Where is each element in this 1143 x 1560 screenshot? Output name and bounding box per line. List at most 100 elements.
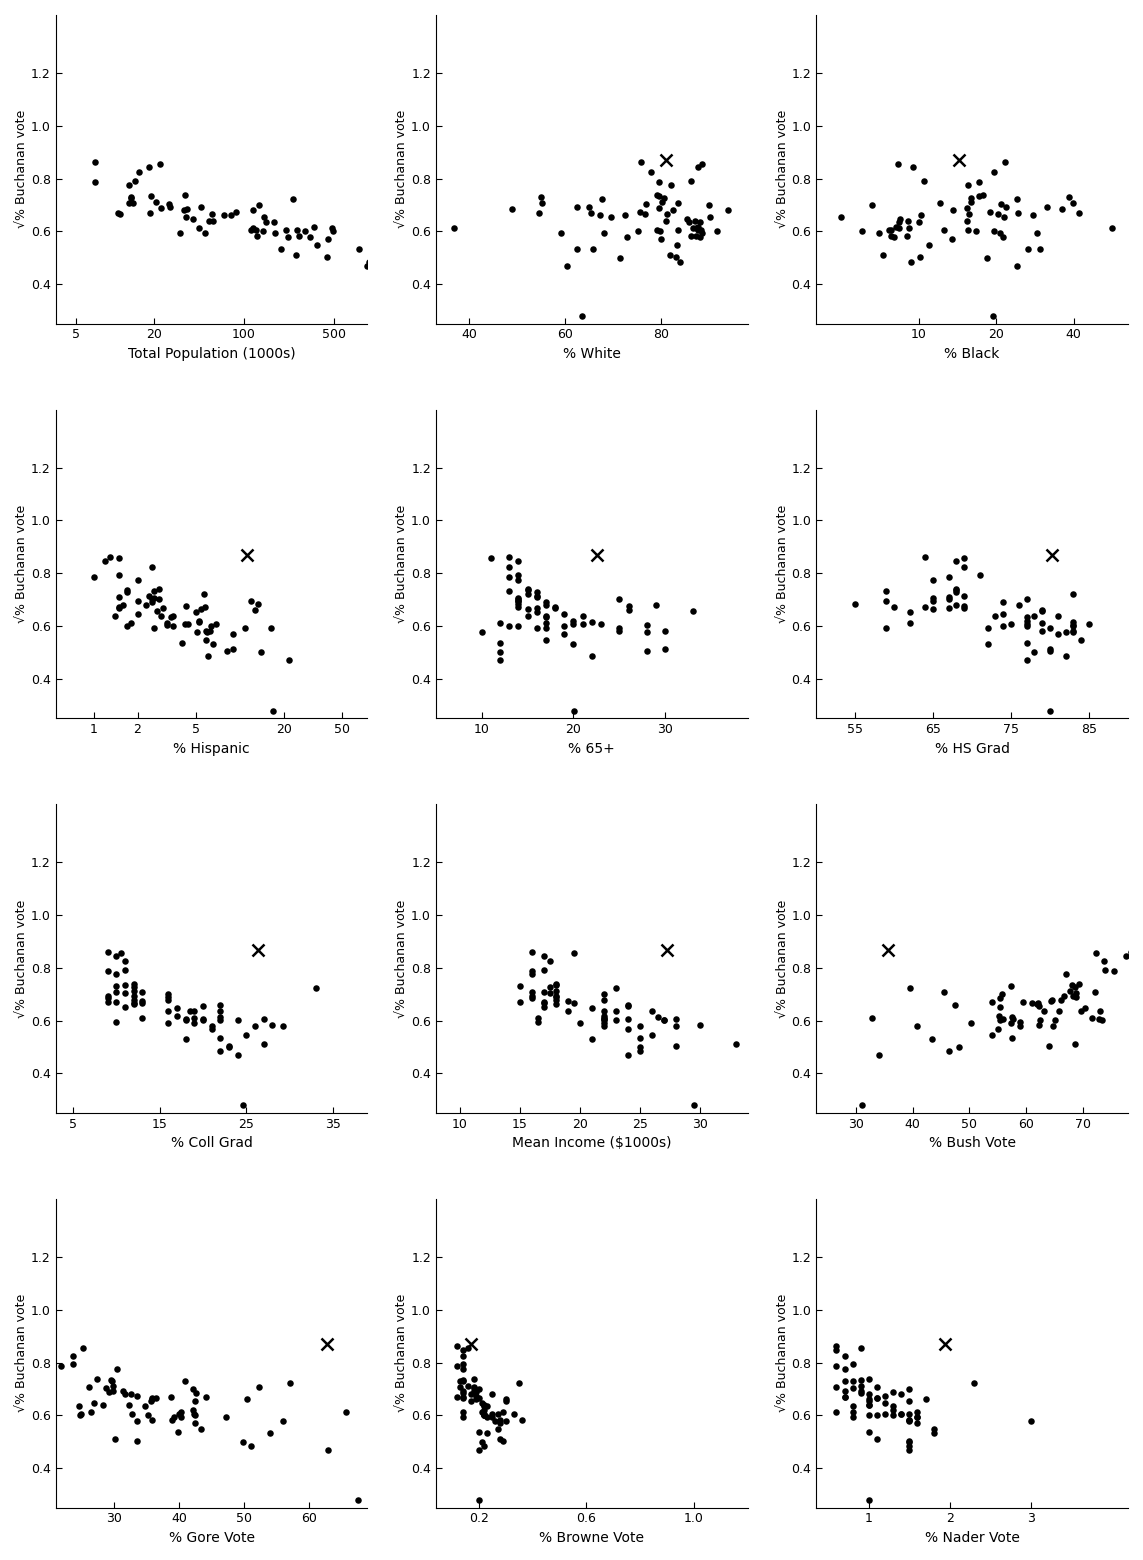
Point <box>102 1367 120 1392</box>
Point <box>946 992 965 1017</box>
Point <box>110 585 128 610</box>
Point <box>454 1377 472 1402</box>
Point <box>885 594 903 619</box>
Point <box>229 1008 247 1033</box>
Point <box>176 1026 194 1051</box>
Point <box>546 984 565 1009</box>
Point <box>684 215 702 240</box>
Point <box>940 587 958 612</box>
Point <box>1025 604 1044 629</box>
Point <box>118 613 136 638</box>
Point <box>1084 1005 1102 1030</box>
Point <box>115 958 134 983</box>
Point <box>901 599 919 624</box>
Point <box>529 1009 547 1034</box>
Point <box>211 1025 230 1050</box>
Point <box>503 197 521 222</box>
Point <box>319 1437 337 1462</box>
Point <box>870 222 888 246</box>
Point <box>994 613 1013 638</box>
Point <box>1017 647 1036 672</box>
Point <box>247 217 265 242</box>
Point <box>956 546 974 571</box>
Point <box>103 1370 121 1395</box>
Point <box>983 1022 1001 1047</box>
Point <box>582 200 600 225</box>
Point <box>546 983 565 1008</box>
Point <box>555 601 574 626</box>
Point <box>478 1393 496 1418</box>
X-axis label: % Bush Vote: % Bush Vote <box>928 1136 1016 1150</box>
Point <box>631 200 649 225</box>
Point <box>391 304 409 329</box>
Point <box>454 1343 472 1368</box>
Point <box>185 1388 203 1413</box>
Point <box>529 1005 547 1030</box>
Point <box>618 1016 637 1041</box>
Y-axis label: √% Buchanan vote: √% Buchanan vote <box>775 111 789 228</box>
Point <box>884 1393 902 1418</box>
Point <box>219 1034 238 1059</box>
Point <box>958 209 976 234</box>
Point <box>201 618 219 643</box>
X-axis label: Total Population (1000s): Total Population (1000s) <box>128 346 295 360</box>
Point <box>109 200 127 225</box>
Point <box>690 209 709 234</box>
Point <box>262 616 280 641</box>
Point <box>568 193 586 218</box>
Point <box>874 242 893 267</box>
Point <box>898 209 917 234</box>
Point <box>219 1033 238 1058</box>
Point <box>917 1387 935 1412</box>
Point <box>218 638 237 663</box>
Point <box>98 959 117 984</box>
Point <box>618 992 637 1017</box>
Point <box>573 304 591 329</box>
Point <box>1121 939 1140 964</box>
Point <box>110 596 128 621</box>
Y-axis label: √% Buchanan vote: √% Buchanan vote <box>775 505 789 622</box>
Point <box>1030 1012 1048 1037</box>
Point <box>631 1039 649 1064</box>
Point <box>126 168 144 193</box>
Point <box>680 209 698 234</box>
X-axis label: % Hispanic: % Hispanic <box>174 741 250 755</box>
Point <box>501 565 519 590</box>
Point <box>836 1357 854 1382</box>
Point <box>143 554 161 579</box>
Point <box>901 1401 919 1426</box>
Point <box>940 585 958 610</box>
Point <box>168 1003 186 1028</box>
Point <box>205 632 223 657</box>
Point <box>1017 587 1036 612</box>
Point <box>274 1014 293 1039</box>
Point <box>568 236 586 261</box>
Point <box>128 568 146 593</box>
Point <box>494 1399 512 1424</box>
Point <box>133 1005 151 1030</box>
Point <box>175 198 193 223</box>
Point <box>519 577 537 602</box>
Point <box>358 253 376 278</box>
Point <box>692 217 710 242</box>
Point <box>63 1353 81 1377</box>
Point <box>99 1379 118 1404</box>
Point <box>248 591 266 616</box>
Point <box>991 222 1009 246</box>
Point <box>666 1014 685 1039</box>
Point <box>159 1011 177 1036</box>
Point <box>178 612 197 636</box>
Point <box>151 151 169 176</box>
Point <box>296 218 314 243</box>
Point <box>125 983 143 1008</box>
Point <box>171 220 190 245</box>
Point <box>467 1387 486 1412</box>
Y-axis label: √% Buchanan vote: √% Buchanan vote <box>395 900 408 1017</box>
Point <box>194 994 213 1019</box>
Point <box>666 1006 685 1031</box>
Point <box>173 630 191 655</box>
Point <box>505 1402 523 1427</box>
Point <box>1008 187 1026 212</box>
Point <box>98 983 117 1008</box>
Point <box>853 1092 871 1117</box>
